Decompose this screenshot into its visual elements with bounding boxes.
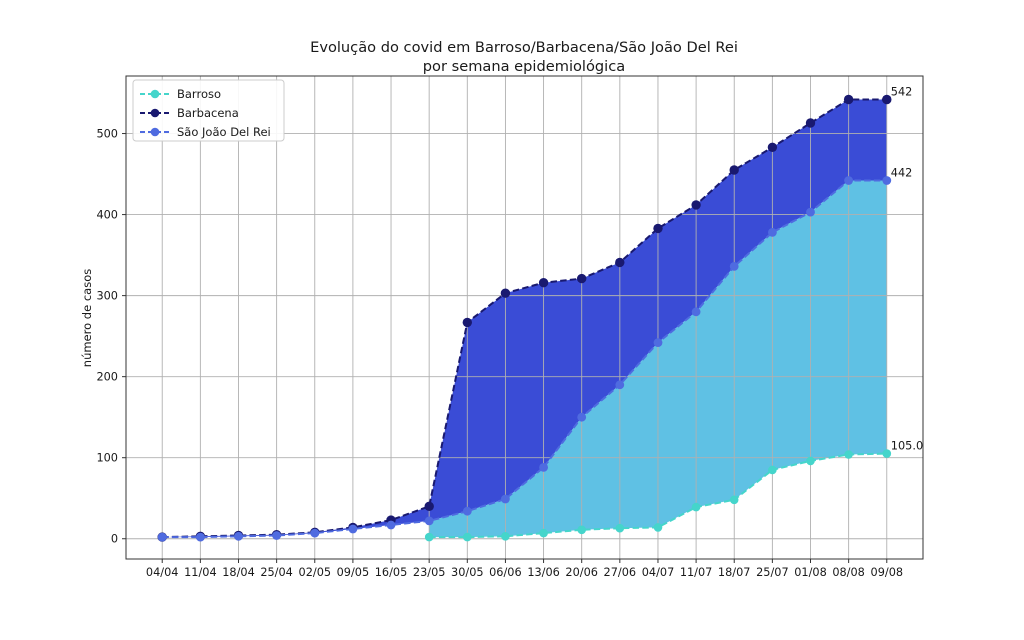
x-tick-label: 27/06 xyxy=(604,566,637,579)
data-point-barroso xyxy=(424,532,434,542)
data-point-barbacena xyxy=(615,257,625,268)
data-point-s-o-jo-o-del-rei xyxy=(462,506,472,516)
data-point-s-o-jo-o-del-rei xyxy=(234,531,243,541)
y-tick-label: 200 xyxy=(96,371,118,384)
data-point-s-o-jo-o-del-rei xyxy=(882,176,892,185)
data-point-s-o-jo-o-del-rei xyxy=(768,228,777,237)
data-point-barbacena xyxy=(729,165,739,175)
data-point-barbacena xyxy=(577,273,587,284)
data-point-barbacena xyxy=(805,118,816,128)
data-point-barbacena xyxy=(462,317,472,328)
x-tick-label: 23/05 xyxy=(413,566,446,579)
data-point-barbacena xyxy=(424,501,434,511)
legend: Barroso Barbacena São João Del Rei xyxy=(132,79,285,142)
legend-marker-s-o-jo-o-del-rei xyxy=(150,127,160,137)
x-tick-label: 13/06 xyxy=(527,566,560,579)
data-point-s-o-jo-o-del-rei xyxy=(729,262,739,271)
x-tick-label: 02/05 xyxy=(299,566,332,579)
legend-label-barroso: Barroso xyxy=(177,87,221,101)
y-tick-label: 0 xyxy=(111,533,118,546)
data-point-s-o-jo-o-del-rei xyxy=(501,494,510,504)
y-tick-label: 300 xyxy=(96,290,118,303)
chart-plot-area: 04/04 11/04 18/04 25/04 02/05 09/05 16/05 23/05… xyxy=(96,75,924,579)
data-point-barroso xyxy=(768,465,777,475)
data-point-s-o-jo-o-del-rei xyxy=(615,380,625,390)
data-point-barroso xyxy=(806,456,815,466)
value-annotation: 442 xyxy=(891,167,913,180)
x-tick-label: 16/05 xyxy=(375,566,408,579)
area-fill-barbacena xyxy=(162,99,887,538)
data-point-s-o-jo-o-del-rei xyxy=(806,207,815,217)
data-point-barbacena xyxy=(500,288,511,298)
x-tick-label: 01/08 xyxy=(794,566,827,579)
data-point-barroso xyxy=(539,528,548,538)
data-point-s-o-jo-o-del-rei xyxy=(539,463,548,472)
legend-label-s-o-jo-o-del-rei: São João Del Rei xyxy=(177,125,271,139)
data-point-barroso xyxy=(729,495,739,505)
y-axis-label: número de casos xyxy=(80,269,94,367)
x-tick-label: 11/07 xyxy=(680,566,713,579)
data-point-barroso xyxy=(615,523,625,533)
data-point-s-o-jo-o-del-rei xyxy=(844,176,853,185)
data-point-barbacena xyxy=(691,200,701,210)
data-point-s-o-jo-o-del-rei xyxy=(196,532,205,542)
x-tick-label: 11/04 xyxy=(184,566,217,579)
x-tick-label: 09/05 xyxy=(337,566,370,579)
y-tick-label: 400 xyxy=(96,209,118,222)
x-tick-label: 30/05 xyxy=(451,566,484,579)
value-annotation: 542 xyxy=(891,86,913,99)
data-point-barroso xyxy=(577,525,586,535)
x-tick-label: 18/07 xyxy=(718,566,751,579)
x-tick-label: 04/04 xyxy=(146,566,179,579)
data-point-s-o-jo-o-del-rei xyxy=(348,524,358,534)
legend-label-barbacena: Barbacena xyxy=(177,106,239,120)
data-point-barroso xyxy=(653,523,663,532)
x-tick-label: 18/04 xyxy=(222,566,255,579)
legend-marker-barroso xyxy=(150,89,160,99)
value-annotation: 105.0 xyxy=(891,440,923,453)
x-tick-label: 25/07 xyxy=(756,566,789,579)
data-point-barbacena xyxy=(882,94,892,105)
data-point-barroso xyxy=(844,450,853,459)
data-point-s-o-jo-o-del-rei xyxy=(691,307,701,317)
y-tick-label: 100 xyxy=(96,452,118,465)
x-tick-label: 06/06 xyxy=(489,566,522,579)
x-tick-label: 09/08 xyxy=(871,566,904,579)
x-tick-label: 25/04 xyxy=(260,566,293,579)
data-point-barbacena xyxy=(653,223,663,234)
plot-border xyxy=(125,75,924,560)
data-point-s-o-jo-o-del-rei xyxy=(424,516,434,526)
chart-title: Evolução do covid em Barroso/Barbacena/S… xyxy=(310,39,738,56)
data-point-s-o-jo-o-del-rei xyxy=(157,532,167,542)
data-point-barroso xyxy=(463,532,472,542)
data-point-s-o-jo-o-del-rei xyxy=(386,520,396,530)
data-point-s-o-jo-o-del-rei xyxy=(577,412,587,422)
data-point-barroso xyxy=(501,532,510,541)
data-point-barbacena xyxy=(767,142,778,152)
x-tick-label: 08/08 xyxy=(832,566,865,579)
data-point-barbacena xyxy=(538,278,549,288)
y-tick-label: 500 xyxy=(96,128,118,141)
chart-subtitle: por semana epidemiológica xyxy=(423,58,625,75)
data-point-s-o-jo-o-del-rei xyxy=(310,528,320,538)
x-tick-label: 20/06 xyxy=(565,566,598,579)
legend-marker-barbacena xyxy=(150,108,160,118)
data-point-barroso xyxy=(691,502,701,512)
x-tick-label: 04/07 xyxy=(642,566,675,579)
data-point-s-o-jo-o-del-rei xyxy=(653,338,663,347)
data-point-barbacena xyxy=(843,94,854,105)
data-point-s-o-jo-o-del-rei xyxy=(272,531,281,540)
series-line-s-o-jo-o-del-rei xyxy=(162,179,887,539)
data-point-barroso xyxy=(882,449,892,458)
